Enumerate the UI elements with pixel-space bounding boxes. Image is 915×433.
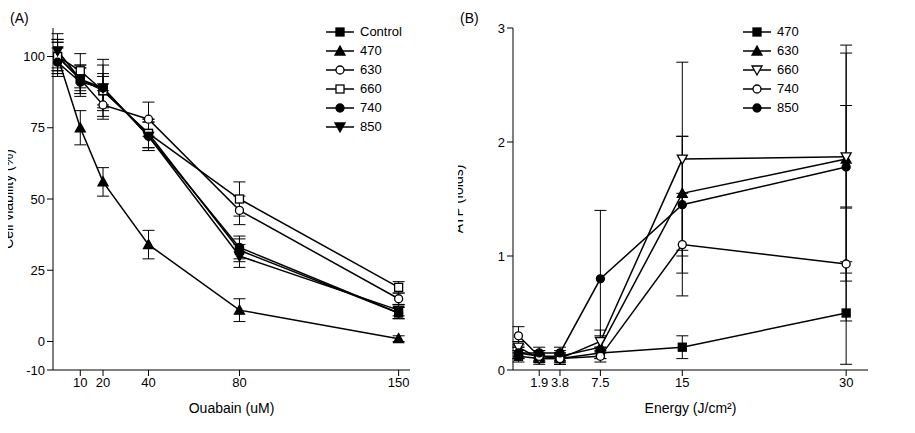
svg-text:75: 75: [31, 120, 45, 135]
html-text:740: 740: [360, 100, 382, 115]
html-text:Control: Control: [360, 24, 402, 39]
html-text:740: 740: [777, 81, 799, 96]
svg-text:Ouabain (uM): Ouabain (uM): [189, 400, 275, 416]
svg-text:80: 80: [232, 375, 246, 390]
html-text:470: 470: [777, 24, 799, 39]
svg-text:Energy (J/cm²): Energy (J/cm²): [645, 400, 737, 416]
html-text:470: 470: [360, 43, 382, 58]
html-text:630: 630: [777, 43, 799, 58]
svg-text:2: 2: [498, 135, 505, 150]
html-text:(A): (A): [10, 10, 29, 26]
svg-text:ATP (folds): ATP (folds): [458, 165, 466, 234]
svg-text:40: 40: [141, 375, 155, 390]
html-text:660: 660: [360, 81, 382, 96]
svg-text:0: 0: [38, 334, 45, 349]
svg-text:25: 25: [31, 263, 45, 278]
svg-text:1.9: 1.9: [530, 375, 548, 390]
svg-text:-10: -10: [26, 363, 45, 378]
svg-text:150: 150: [388, 375, 410, 390]
svg-text:20: 20: [96, 375, 110, 390]
svg-text:15: 15: [675, 375, 689, 390]
html-text:660: 660: [777, 62, 799, 77]
svg-text:30: 30: [839, 375, 853, 390]
html-text:850: 850: [360, 119, 382, 134]
svg-text:3.8: 3.8: [551, 375, 569, 390]
html-text:850: 850: [777, 100, 799, 115]
svg-text:100: 100: [23, 49, 45, 64]
html-text:630: 630: [360, 62, 382, 77]
svg-text:50: 50: [31, 192, 45, 207]
html-text:(B): (B): [460, 10, 479, 26]
svg-text:0: 0: [498, 363, 505, 378]
svg-text:7.5: 7.5: [591, 375, 609, 390]
svg-text:Cell viability (%): Cell viability (%): [8, 149, 16, 249]
svg-text:10: 10: [73, 375, 87, 390]
svg-text:3: 3: [498, 21, 505, 36]
svg-text:1: 1: [498, 249, 505, 264]
